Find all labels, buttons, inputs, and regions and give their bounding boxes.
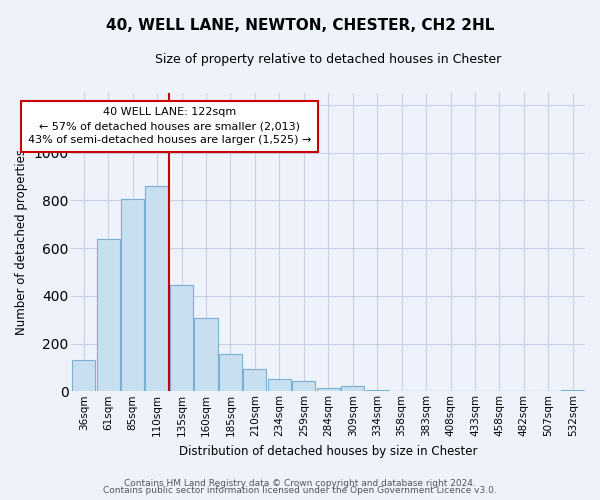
Bar bbox=[390, 390, 413, 392]
Bar bbox=[341, 386, 364, 392]
Y-axis label: Number of detached properties: Number of detached properties bbox=[15, 149, 28, 335]
Text: Contains HM Land Registry data © Crown copyright and database right 2024.: Contains HM Land Registry data © Crown c… bbox=[124, 478, 476, 488]
Bar bbox=[317, 388, 340, 392]
Bar bbox=[194, 318, 218, 392]
Bar bbox=[219, 354, 242, 392]
X-axis label: Distribution of detached houses by size in Chester: Distribution of detached houses by size … bbox=[179, 444, 478, 458]
Text: 40 WELL LANE: 122sqm
← 57% of detached houses are smaller (2,013)
43% of semi-de: 40 WELL LANE: 122sqm ← 57% of detached h… bbox=[28, 108, 311, 146]
Bar bbox=[170, 285, 193, 392]
Bar bbox=[97, 238, 120, 392]
Bar bbox=[121, 199, 144, 392]
Bar bbox=[243, 368, 266, 392]
Text: Contains public sector information licensed under the Open Government Licence v3: Contains public sector information licen… bbox=[103, 486, 497, 495]
Title: Size of property relative to detached houses in Chester: Size of property relative to detached ho… bbox=[155, 52, 502, 66]
Bar bbox=[292, 381, 316, 392]
Text: 40, WELL LANE, NEWTON, CHESTER, CH2 2HL: 40, WELL LANE, NEWTON, CHESTER, CH2 2HL bbox=[106, 18, 494, 32]
Bar bbox=[365, 390, 389, 392]
Bar bbox=[268, 379, 291, 392]
Bar bbox=[72, 360, 95, 392]
Bar bbox=[561, 390, 584, 392]
Bar bbox=[145, 186, 169, 392]
